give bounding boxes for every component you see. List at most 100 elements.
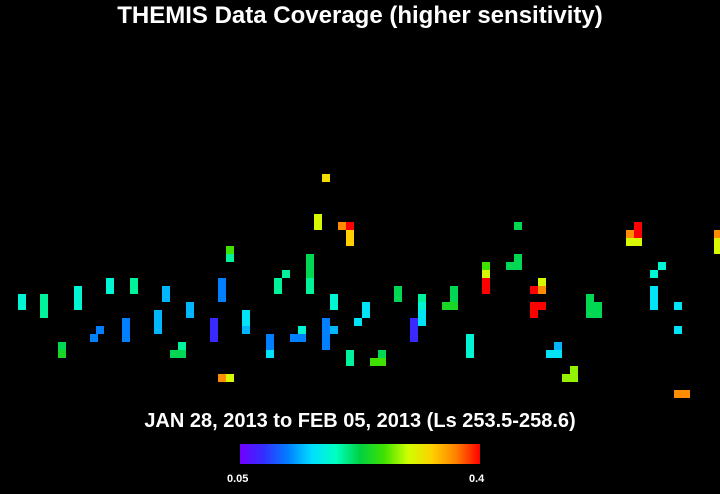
coverage-cell (106, 278, 114, 286)
coverage-cell (322, 318, 330, 326)
colorbar-max-label: 0.4 (469, 473, 485, 485)
coverage-cell (594, 302, 602, 310)
coverage-cell (634, 238, 642, 246)
coverage-cell (314, 214, 322, 222)
coverage-cell (154, 326, 162, 334)
coverage-cell (482, 286, 490, 294)
coverage-cell (242, 318, 250, 326)
coverage-cell (274, 278, 282, 286)
coverage-cell (714, 238, 720, 246)
coverage-cell (226, 254, 234, 262)
coverage-cell (122, 318, 130, 326)
coverage-cell (634, 230, 642, 238)
coverage-cell (306, 262, 314, 270)
coverage-cell (418, 294, 426, 302)
coverage-cell (18, 302, 26, 310)
coverage-cell (586, 302, 594, 310)
coverage-cell (314, 222, 322, 230)
coverage-cell (570, 366, 578, 374)
coverage-cell (506, 262, 514, 270)
coverage-cell (514, 262, 522, 270)
coverage-cell (714, 230, 720, 238)
coverage-cell (354, 318, 362, 326)
coverage-cell (226, 374, 234, 382)
coverage-cell (450, 286, 458, 294)
coverage-cell (162, 294, 170, 302)
coverage-cell (298, 326, 306, 334)
chart-title: THEMIS Data Coverage (higher sensitivity… (117, 2, 603, 29)
coverage-cell (178, 350, 186, 358)
coverage-cell (450, 294, 458, 302)
coverage-cell (330, 326, 338, 334)
coverage-cell (74, 286, 82, 294)
coverage-cell (714, 246, 720, 254)
colorbar-min-label: 0.05 (227, 473, 249, 485)
coverage-cell (586, 294, 594, 302)
coverage-cell (378, 350, 386, 358)
coverage-cell (658, 262, 666, 270)
coverage-cell (210, 318, 218, 326)
coverage-cell (634, 222, 642, 230)
coverage-cell (626, 238, 634, 246)
coverage-cell (394, 294, 402, 302)
coverage-cell (18, 294, 26, 302)
coverage-cell (482, 278, 490, 286)
coverage-cell (322, 342, 330, 350)
coverage-cell (130, 286, 138, 294)
coverage-cell (154, 318, 162, 326)
coverage-cell (74, 302, 82, 310)
coverage-cell (410, 326, 418, 334)
coverage-cell (410, 318, 418, 326)
coverage-cell (96, 326, 104, 334)
coverage-cell (418, 302, 426, 310)
coverage-cell (322, 174, 330, 182)
coverage-cell (682, 390, 690, 398)
coverage-cell (570, 374, 578, 382)
coverage-cell (362, 302, 370, 310)
coverage-cell (346, 358, 354, 366)
coverage-cell (514, 222, 522, 230)
coverage-cell (322, 326, 330, 334)
coverage-cell (650, 270, 658, 278)
coverage-cell (338, 222, 346, 230)
coverage-cell (58, 342, 66, 350)
coverage-cell (154, 310, 162, 318)
coverage-cell (306, 270, 314, 278)
coverage-cell (210, 334, 218, 342)
coverage-cell (530, 286, 538, 294)
coverage-cell (562, 374, 570, 382)
coverage-cell (330, 294, 338, 302)
coverage-cell (482, 262, 490, 270)
coverage-cell (650, 286, 658, 294)
coverage-cell (586, 310, 594, 318)
colorbar (240, 444, 480, 464)
coverage-cell (266, 342, 274, 350)
coverage-cell (242, 310, 250, 318)
coverage-cell (162, 286, 170, 294)
coverage-cell (346, 230, 354, 238)
coverage-cell (674, 390, 682, 398)
coverage-cell (266, 334, 274, 342)
coverage-cell (466, 350, 474, 358)
coverage-cell (346, 222, 354, 230)
coverage-cell (74, 294, 82, 302)
coverage-cell (242, 326, 250, 334)
coverage-cell (122, 334, 130, 342)
coverage-cell (362, 310, 370, 318)
coverage-cell (346, 350, 354, 358)
coverage-cell (170, 350, 178, 358)
coverage-cell (482, 270, 490, 278)
coverage-cell (186, 302, 194, 310)
coverage-cell (266, 350, 274, 358)
coverage-cell (40, 294, 48, 302)
coverage-cell (40, 310, 48, 318)
coverage-cell (650, 294, 658, 302)
coverage-cell (370, 358, 378, 366)
coverage-cell (122, 326, 130, 334)
coverage-cell (554, 350, 562, 358)
coverage-cell (466, 334, 474, 342)
coverage-cell (418, 310, 426, 318)
coverage-cell (418, 318, 426, 326)
coverage-cell (282, 270, 290, 278)
